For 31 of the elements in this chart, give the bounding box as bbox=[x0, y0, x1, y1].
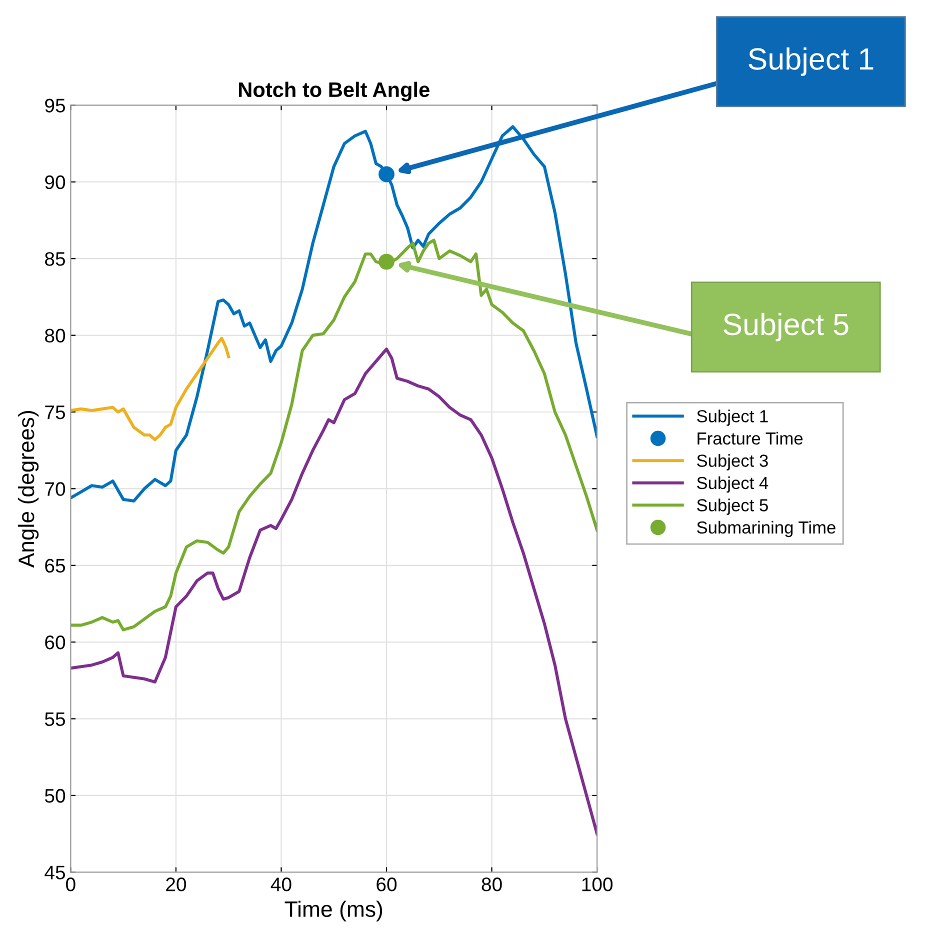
y-tick-label: 65 bbox=[45, 558, 66, 573]
legend-label: Subject 1 bbox=[697, 410, 768, 426]
x-tick-label: 40 bbox=[270, 878, 292, 892]
y-axis-title: Angle (degrees) bbox=[18, 411, 39, 568]
legend-label: Subject 5 bbox=[697, 498, 768, 515]
chart-title: Notch to Belt Angle bbox=[239, 82, 430, 102]
legend-label: Subject 3 bbox=[697, 454, 768, 470]
y-tick-label: 60 bbox=[45, 636, 66, 650]
legend-label: Fracture Time bbox=[698, 432, 803, 445]
y-tick-label: 70 bbox=[45, 482, 66, 496]
x-axis-title: Time (ms) bbox=[284, 900, 382, 922]
x-tick-label: 100 bbox=[582, 878, 613, 892]
y-tick-label: 95 bbox=[45, 98, 66, 112]
x-tick-label: 0 bbox=[66, 878, 76, 892]
line-series bbox=[70, 348, 598, 836]
y-tick-label: 85 bbox=[45, 252, 66, 266]
x-tick-label: 80 bbox=[482, 878, 502, 892]
x-tick-label: 60 bbox=[376, 878, 397, 892]
y-tick-label: 75 bbox=[45, 406, 66, 420]
y-tick-label: 55 bbox=[44, 712, 66, 726]
y-tick-label: 50 bbox=[44, 788, 66, 803]
x-tick-label: 20 bbox=[166, 878, 186, 892]
y-tick-label: 45 bbox=[44, 866, 66, 880]
y-tick-label: 90 bbox=[45, 175, 66, 190]
line-series bbox=[70, 336, 230, 442]
legend-label: Submarining Time bbox=[697, 520, 836, 538]
text: Subject 5 bbox=[724, 312, 848, 342]
text: Subject 1 bbox=[748, 47, 874, 76]
y-tick-label: 80 bbox=[45, 328, 66, 343]
legend-label: Subject 4 bbox=[697, 476, 768, 493]
line-series bbox=[70, 238, 598, 632]
